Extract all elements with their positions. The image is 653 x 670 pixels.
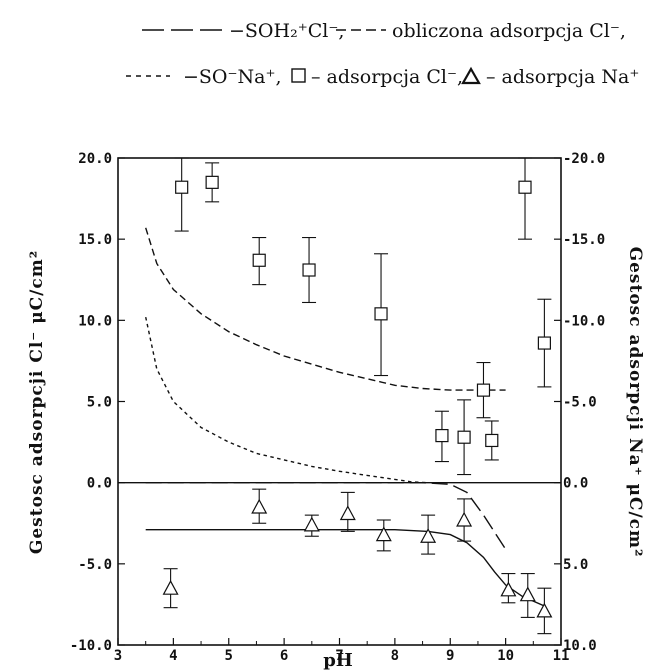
triangle-marker bbox=[500, 581, 517, 597]
na-adsorption-point bbox=[375, 519, 392, 552]
x-axis-title: pH bbox=[323, 650, 353, 670]
square-marker bbox=[374, 307, 388, 321]
square-marker bbox=[457, 430, 471, 444]
cl-adsorption-point bbox=[205, 162, 220, 203]
na-adsorption-point bbox=[500, 573, 517, 604]
square-marker bbox=[485, 433, 499, 448]
cl-adsorption-point bbox=[476, 361, 491, 419]
x-tick-label: 9 bbox=[446, 648, 454, 664]
axis-ticks: 3 4 5 6 7 8 9 10 11 -10.0 -5.0 0.0 5.0 10.0 15.0 20.0 10… bbox=[70, 151, 605, 664]
y-tick-label-left: -5.0 bbox=[78, 557, 112, 573]
cl-adsorption-point bbox=[457, 399, 472, 476]
x-tick-label: 8 bbox=[391, 648, 399, 664]
series-line-3 bbox=[145, 529, 545, 607]
y-tick-label-left: 10.0 bbox=[78, 313, 112, 329]
y-tick-label-right: 5.0 bbox=[563, 557, 588, 573]
legend-item-calculated-cl: obliczona adsorpcja Cl⁻, bbox=[392, 20, 626, 42]
x-tick-label: 11 bbox=[553, 648, 570, 664]
square-marker bbox=[476, 383, 491, 397]
legend-item-na-adsorption: – adsorpcja Na⁺ bbox=[486, 66, 639, 88]
triangle-marker bbox=[303, 516, 320, 532]
x-tick-label: 4 bbox=[169, 648, 177, 664]
cl-adsorption-point bbox=[518, 157, 533, 240]
x-tick-label: 6 bbox=[280, 648, 288, 664]
na-adsorption-point bbox=[456, 498, 473, 542]
legend: −SOH₂⁺Cl⁻, obliczona adsorpcja Cl⁻, −SO⁻… bbox=[126, 20, 639, 88]
na-adsorption-point bbox=[536, 587, 553, 635]
cl-adsorption-point bbox=[174, 157, 189, 232]
square-marker bbox=[252, 253, 266, 267]
triangle-marker bbox=[456, 511, 473, 527]
x-tick-label: 5 bbox=[225, 648, 233, 664]
square-marker bbox=[435, 428, 449, 443]
na-adsorption-point bbox=[339, 491, 356, 532]
y-tick-label-left: 15.0 bbox=[78, 232, 112, 248]
na-adsorption-point bbox=[303, 514, 320, 537]
y-axis-title-right: Gestosc adsorpcji Na⁺ μC/cm² bbox=[625, 247, 645, 558]
triangle-marker bbox=[519, 586, 536, 602]
square-marker bbox=[205, 175, 219, 189]
cl-adsorption-point bbox=[374, 253, 389, 377]
y-tick-label-right: -15.0 bbox=[563, 232, 605, 248]
series-line-2 bbox=[145, 316, 429, 484]
triangle-marker bbox=[375, 526, 392, 542]
x-tick-label: 7 bbox=[335, 648, 343, 664]
cl-adsorption-point bbox=[252, 236, 267, 286]
na-adsorption-point bbox=[420, 514, 437, 555]
triangle-marker bbox=[536, 602, 553, 618]
cl-adsorption-point bbox=[434, 410, 449, 463]
data-points bbox=[162, 157, 553, 635]
y-tick-label-right: 0.0 bbox=[563, 476, 588, 492]
y-tick-label-right: 10.0 bbox=[563, 638, 597, 654]
model-curves bbox=[145, 227, 545, 607]
na-adsorption-point bbox=[519, 573, 536, 618]
cl-adsorption-point bbox=[537, 298, 552, 388]
y-axis-title-left: Gestosc adsorpcji Cl⁻ μC/cm² bbox=[27, 250, 47, 554]
na-adsorption-point bbox=[162, 568, 179, 609]
square-marker bbox=[175, 180, 189, 194]
y-tick-label-right: -10.0 bbox=[563, 313, 605, 329]
square-marker bbox=[518, 180, 532, 194]
y-tick-label-left: 5.0 bbox=[87, 395, 112, 411]
na-adsorption-point bbox=[251, 488, 268, 524]
triangle-marker bbox=[420, 527, 437, 543]
legend-item-sona: −SO⁻Na⁺, bbox=[183, 66, 282, 88]
square-marker bbox=[537, 336, 551, 350]
chart: 3 4 5 6 7 8 9 10 11 -10.0 -5.0 0.0 5.0 10.0 15.0 20.0 10… bbox=[27, 151, 645, 670]
triangle-marker bbox=[251, 498, 268, 514]
legend-item-cl-adsorption: – adsorpcja Cl⁻, bbox=[311, 66, 463, 88]
triangle-marker bbox=[162, 579, 179, 595]
cl-adsorption-point bbox=[302, 236, 317, 304]
x-tick-label: 3 bbox=[114, 648, 122, 664]
triangle-marker bbox=[339, 505, 356, 521]
y-tick-label-left: 20.0 bbox=[78, 151, 112, 167]
series-line-0 bbox=[145, 482, 507, 550]
y-tick-label-left: -10.0 bbox=[70, 638, 112, 654]
legend-square-marker bbox=[291, 68, 306, 83]
square-marker bbox=[302, 263, 316, 277]
x-tick-label: 10 bbox=[497, 648, 514, 664]
y-tick-label-right: -20.0 bbox=[563, 151, 605, 167]
y-tick-label-left: 0.0 bbox=[87, 476, 112, 492]
legend-item-soh2cl: −SOH₂⁺Cl⁻, bbox=[229, 20, 344, 42]
y-tick-label-right: -5.0 bbox=[563, 395, 597, 411]
cl-adsorption-point bbox=[484, 420, 499, 461]
legend-triangle-marker bbox=[461, 66, 481, 85]
series-line-1 bbox=[145, 227, 506, 391]
